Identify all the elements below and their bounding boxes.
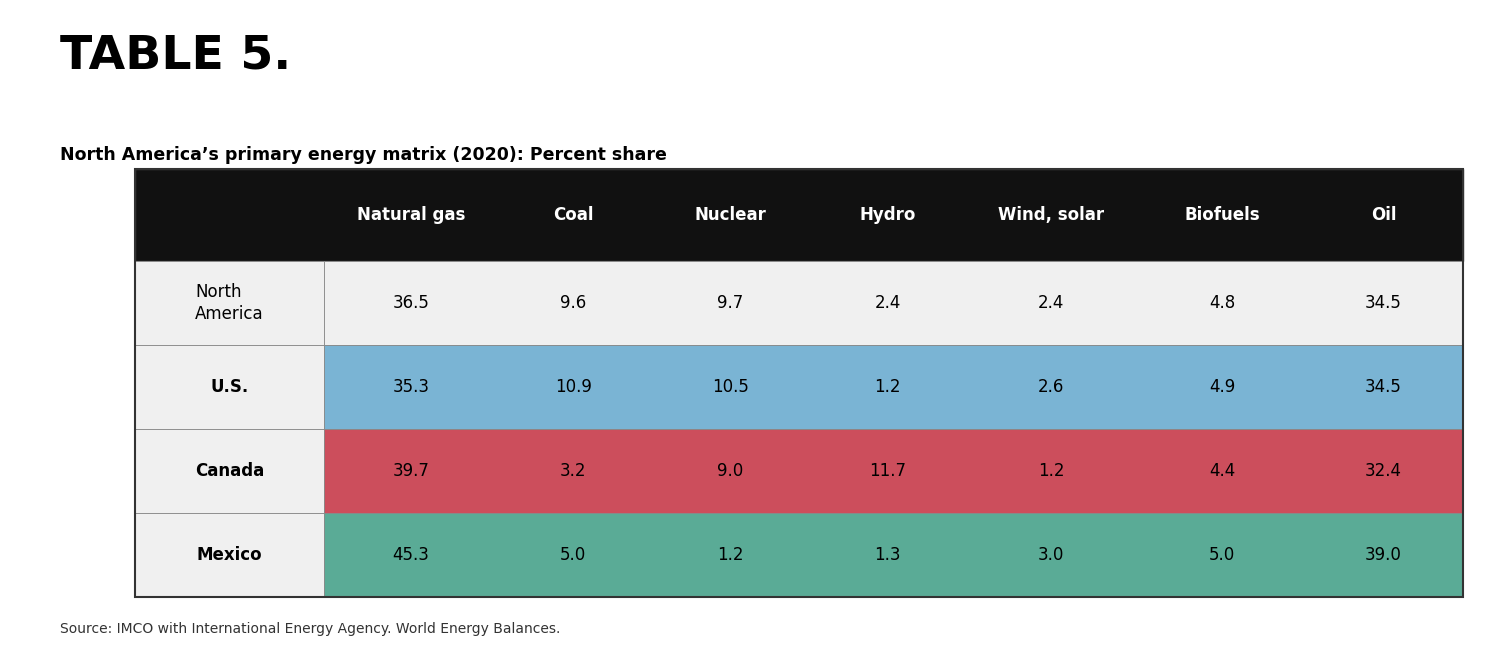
Text: 34.5: 34.5: [1365, 294, 1402, 312]
FancyBboxPatch shape: [324, 345, 1462, 429]
Text: 39.0: 39.0: [1365, 546, 1402, 564]
Text: Source: IMCO with International Energy Agency. World Energy Balances.: Source: IMCO with International Energy A…: [60, 623, 561, 636]
Text: 5.0: 5.0: [560, 546, 586, 564]
Text: Hydro: Hydro: [859, 206, 915, 224]
Text: Wind, solar: Wind, solar: [998, 206, 1104, 224]
Text: 35.3: 35.3: [393, 378, 429, 396]
Text: 9.0: 9.0: [717, 462, 744, 480]
Text: 3.0: 3.0: [1038, 546, 1064, 564]
Text: 4.8: 4.8: [1209, 294, 1236, 312]
Text: 1.2: 1.2: [1038, 462, 1064, 480]
FancyBboxPatch shape: [135, 512, 324, 597]
Text: 3.2: 3.2: [560, 462, 586, 480]
Text: 36.5: 36.5: [393, 294, 429, 312]
FancyBboxPatch shape: [135, 261, 324, 345]
Text: 9.6: 9.6: [560, 294, 586, 312]
FancyBboxPatch shape: [324, 512, 1462, 597]
Text: 1.2: 1.2: [717, 546, 744, 564]
Text: 11.7: 11.7: [868, 462, 906, 480]
Text: U.S.: U.S.: [210, 378, 249, 396]
Text: North
America: North America: [195, 283, 264, 323]
Text: 2.6: 2.6: [1038, 378, 1064, 396]
Text: North America’s primary energy matrix (2020): Percent share: North America’s primary energy matrix (2…: [60, 146, 668, 164]
Text: 10.9: 10.9: [555, 378, 591, 396]
Text: 10.5: 10.5: [712, 378, 748, 396]
Text: 4.4: 4.4: [1209, 462, 1236, 480]
Text: Mexico: Mexico: [196, 546, 262, 564]
Text: Coal: Coal: [554, 206, 594, 224]
FancyBboxPatch shape: [135, 169, 1462, 261]
Text: 34.5: 34.5: [1365, 378, 1402, 396]
Text: 2.4: 2.4: [1038, 294, 1064, 312]
Text: 2.4: 2.4: [874, 294, 900, 312]
Text: TABLE 5.: TABLE 5.: [60, 33, 291, 78]
FancyBboxPatch shape: [324, 429, 1462, 512]
Text: Natural gas: Natural gas: [357, 206, 465, 224]
Text: 9.7: 9.7: [717, 294, 744, 312]
Text: Canada: Canada: [195, 462, 264, 480]
Text: 1.2: 1.2: [874, 378, 900, 396]
FancyBboxPatch shape: [324, 261, 1462, 345]
Text: 5.0: 5.0: [1209, 546, 1236, 564]
Text: Biofuels: Biofuels: [1185, 206, 1260, 224]
FancyBboxPatch shape: [135, 429, 324, 512]
Text: 1.3: 1.3: [874, 546, 900, 564]
FancyBboxPatch shape: [135, 345, 324, 429]
Text: 4.9: 4.9: [1209, 378, 1236, 396]
Text: 39.7: 39.7: [393, 462, 429, 480]
Text: Oil: Oil: [1371, 206, 1396, 224]
Text: 32.4: 32.4: [1365, 462, 1402, 480]
Text: 45.3: 45.3: [393, 546, 429, 564]
Text: Nuclear: Nuclear: [694, 206, 766, 224]
